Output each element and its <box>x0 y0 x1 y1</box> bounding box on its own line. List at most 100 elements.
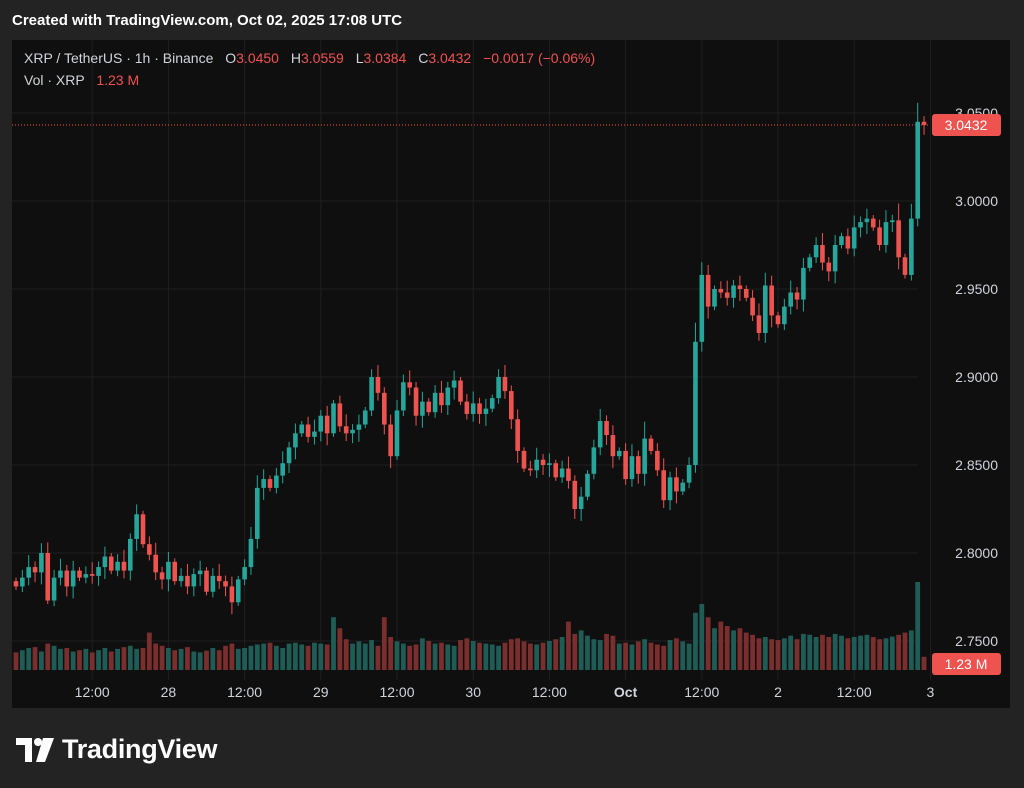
volume-bar <box>845 638 851 670</box>
volume-bar <box>210 648 216 670</box>
volume-bar <box>45 643 51 670</box>
svg-text:Vol · XRP 1.23 M: Vol · XRP 1.23 M <box>24 72 139 88</box>
candle-body <box>559 468 565 478</box>
candle-body <box>108 556 114 571</box>
candle-body <box>261 479 266 488</box>
legend-change: −0.0017 (−0.06%) <box>483 50 595 66</box>
candle-body <box>686 465 692 483</box>
volume-bar <box>686 643 692 670</box>
volume-bar <box>356 641 362 670</box>
volume-bar <box>648 642 654 670</box>
candle-body <box>807 257 813 268</box>
candle-body <box>153 554 158 573</box>
volume-bar <box>458 640 463 670</box>
volume-bar <box>400 643 406 670</box>
candle-body <box>159 572 165 580</box>
candle-body <box>255 487 260 539</box>
candle-body <box>401 382 406 411</box>
x-tick-label-9: 2 <box>774 684 782 700</box>
volume-bar <box>515 638 521 670</box>
volume-bar <box>661 645 667 670</box>
time-axis[interactable]: 12:00 28 12:00 29 12:00 30 12:00 Oct 12:00 2 12:00… <box>75 684 935 700</box>
candle-body <box>32 567 38 573</box>
volume-bar <box>51 645 57 670</box>
candle-body <box>597 421 603 448</box>
x-tick-label-4: 12:00 <box>379 684 414 700</box>
candle-body <box>540 459 546 465</box>
volume-bar <box>877 639 882 670</box>
candlestick-chart[interactable]: 3.05003.00002.95002.90002.85002.80002.75… <box>12 40 1010 708</box>
volume-bar <box>293 642 298 670</box>
candle-body <box>39 553 44 573</box>
volume-bar <box>896 634 902 670</box>
volume-bar <box>743 632 749 670</box>
volume-bar <box>178 648 184 670</box>
candle-body <box>280 463 285 476</box>
x-tick-label-5: 30 <box>465 684 481 700</box>
candle-body <box>147 544 152 555</box>
candle-body <box>724 292 730 298</box>
candle-body <box>877 227 882 245</box>
volume-bar <box>737 628 743 670</box>
volume-bar <box>451 645 457 670</box>
chart-legend: XRP / TetherUS · 1h · Binance O3.0450 H3… <box>24 50 595 88</box>
legend-symbol[interactable]: XRP / TetherUS · 1h · Binance <box>24 50 214 66</box>
candle-body <box>286 447 292 464</box>
volume-bar <box>242 648 247 670</box>
volume-bar <box>172 650 178 670</box>
volume-bar <box>89 652 95 670</box>
candle-body <box>312 431 317 437</box>
candle-body <box>337 403 343 427</box>
candle-body <box>458 380 463 402</box>
volume-bar <box>508 639 514 670</box>
volume-bar <box>483 643 489 670</box>
candles <box>13 102 927 615</box>
volume-bar <box>775 640 781 670</box>
candle-body <box>629 456 635 480</box>
volume-bar <box>331 617 336 670</box>
volume-bar <box>32 647 38 670</box>
candle-body <box>509 391 514 420</box>
volume-bar <box>597 640 603 670</box>
candle-body <box>45 553 51 601</box>
volume-bar <box>146 632 152 670</box>
legend-volume-value: 1.23 M <box>96 72 139 88</box>
volume-bar <box>578 630 584 670</box>
candle-body <box>305 424 311 437</box>
candle-body <box>909 218 914 275</box>
volume-bar <box>407 645 413 670</box>
tradingview-brand: TradingView <box>62 734 218 764</box>
legend-open-label: O <box>225 50 236 66</box>
candle-body <box>883 222 889 245</box>
volume-bar <box>96 650 101 670</box>
candle-body <box>375 377 381 393</box>
volume-bars <box>13 582 927 670</box>
chart-panel[interactable]: 3.0500 3.0000 2.9500 2.9000 2.8500 2.8000 2.75… <box>12 40 1010 708</box>
tradingview-logo[interactable]: TradingView <box>16 734 218 765</box>
volume-bar <box>267 642 273 670</box>
volume-bar <box>261 643 267 670</box>
candle-body <box>121 561 127 571</box>
candle-body <box>566 468 571 481</box>
volume-bar <box>750 634 755 670</box>
candle-body <box>756 315 762 333</box>
candle-body <box>483 408 489 414</box>
candle-body <box>642 438 647 474</box>
price-axis[interactable]: 3.05003.00002.95002.90002.85002.80002.75… <box>955 105 998 649</box>
candle-body <box>782 306 787 325</box>
candle-body <box>858 222 863 228</box>
volume-bar <box>439 642 444 670</box>
volume-bar <box>604 633 609 670</box>
volume-bar <box>286 643 292 670</box>
legend-open-value: 3.0450 <box>236 50 279 66</box>
candle-body <box>623 450 628 480</box>
x-tick-label-6: 12:00 <box>532 684 567 700</box>
volume-bar <box>699 604 705 670</box>
volume-bar <box>801 633 806 670</box>
candle-body <box>528 468 533 471</box>
volume-bar <box>762 637 768 670</box>
candle-body <box>77 570 82 578</box>
volume-bar <box>769 639 775 670</box>
candle-body <box>712 289 717 307</box>
volume-bar <box>464 638 470 670</box>
